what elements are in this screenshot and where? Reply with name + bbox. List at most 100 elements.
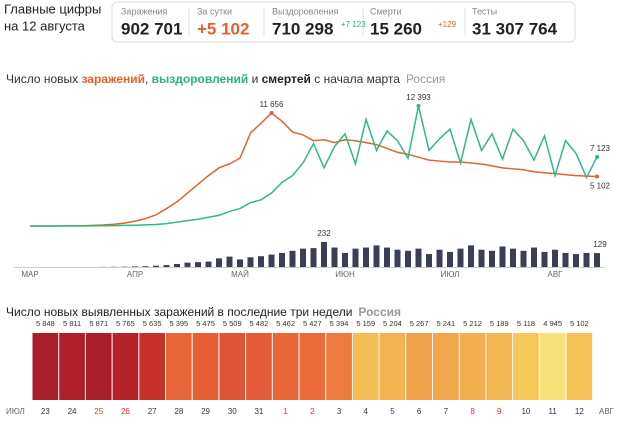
chart-title: Число новых выявленных заражений в после… bbox=[6, 305, 401, 319]
stat-value: 15 260 bbox=[370, 19, 422, 38]
value-label: 5 204 bbox=[383, 319, 402, 328]
cell bbox=[433, 333, 459, 400]
stat-label: Тесты bbox=[472, 6, 497, 16]
stat-value: 902 701 bbox=[121, 19, 182, 38]
value-label: 129 bbox=[593, 240, 607, 249]
death-bar bbox=[310, 248, 317, 267]
value-label: 5 159 bbox=[356, 319, 375, 328]
cell bbox=[379, 333, 406, 400]
cell bbox=[192, 333, 219, 400]
header-date: на 12 августа bbox=[4, 18, 86, 33]
death-bar bbox=[552, 249, 558, 267]
death-bar bbox=[394, 249, 401, 267]
death-bar bbox=[562, 252, 569, 267]
death-bar bbox=[373, 245, 380, 267]
death-bar bbox=[541, 251, 548, 267]
title-part: с начала марта bbox=[311, 72, 400, 86]
stat-value: +5 102 bbox=[197, 19, 249, 38]
stat-delta: +129 bbox=[438, 20, 457, 29]
series-line bbox=[29, 112, 598, 227]
death-bar bbox=[132, 266, 138, 267]
death-bar bbox=[216, 258, 222, 267]
value-label: 5 427 bbox=[303, 319, 322, 328]
value-label: 12 393 bbox=[406, 93, 431, 102]
title-part: и bbox=[248, 72, 261, 86]
title-part: Россия bbox=[358, 305, 401, 319]
title-part: Число новых выявленных заражений в после… bbox=[6, 305, 352, 319]
x-edge-label: АВГ bbox=[599, 407, 615, 416]
stat-value: 31 307 764 bbox=[472, 19, 558, 38]
cell bbox=[246, 333, 272, 400]
death-bar bbox=[499, 246, 506, 267]
cell bbox=[326, 333, 352, 400]
x-tick-label: АПР bbox=[127, 270, 143, 279]
death-bar bbox=[205, 261, 212, 267]
cell bbox=[566, 333, 593, 400]
x-tick-label: ИЮН bbox=[335, 270, 355, 279]
death-bar bbox=[447, 251, 453, 267]
death-bar bbox=[184, 262, 191, 267]
death-bar bbox=[594, 253, 600, 267]
death-bar bbox=[163, 265, 170, 267]
death-bar bbox=[520, 250, 527, 267]
cell bbox=[513, 333, 539, 400]
title-part: Число новых bbox=[6, 72, 81, 86]
x-tick-label: 5 bbox=[390, 407, 395, 416]
death-bar bbox=[195, 262, 201, 267]
x-tick-label: 24 bbox=[68, 407, 77, 416]
value-label: 5 848 bbox=[36, 319, 55, 328]
value-label: 5 241 bbox=[436, 319, 455, 328]
value-label: 5 102 bbox=[590, 182, 611, 191]
chart-title: Число новых заражений, выздоровлений и с… bbox=[6, 72, 445, 86]
value-label: 5 394 bbox=[330, 319, 349, 328]
x-tick-label: 30 bbox=[228, 407, 237, 416]
death-bar bbox=[415, 248, 422, 267]
death-bar bbox=[321, 241, 327, 267]
cell bbox=[139, 333, 165, 400]
death-bar bbox=[426, 254, 432, 267]
death-bar bbox=[247, 257, 254, 267]
x-tick-label: 25 bbox=[94, 407, 103, 416]
x-tick-label: 10 bbox=[521, 407, 530, 416]
death-bar bbox=[457, 248, 464, 267]
x-tick-label: 23 bbox=[41, 407, 50, 416]
death-bar bbox=[237, 259, 243, 267]
cell bbox=[352, 333, 379, 400]
death-bar bbox=[153, 265, 159, 267]
value-label: 5 811 bbox=[63, 319, 81, 328]
death-bar bbox=[226, 256, 233, 267]
death-bar bbox=[289, 250, 296, 267]
value-label: 5 635 bbox=[143, 319, 162, 328]
death-bar bbox=[436, 249, 443, 267]
death-bar bbox=[531, 247, 537, 267]
stat-value: 710 298 bbox=[272, 19, 333, 38]
death-bar bbox=[478, 249, 485, 267]
cell bbox=[406, 333, 432, 400]
value-label: 5 482 bbox=[250, 319, 269, 328]
value-label: 5 102 bbox=[570, 319, 589, 328]
death-bar bbox=[142, 266, 149, 267]
x-tick-label: 9 bbox=[497, 407, 502, 416]
value-label: 11 656 bbox=[260, 100, 284, 109]
cell bbox=[272, 333, 299, 400]
x-tick-label: 6 bbox=[417, 407, 422, 416]
header-title: Главные цифры bbox=[4, 1, 101, 16]
x-tick-label: 12 bbox=[575, 407, 584, 416]
death-bar bbox=[384, 247, 390, 267]
cell bbox=[59, 333, 85, 400]
death-bar bbox=[510, 248, 516, 267]
death-bar bbox=[174, 263, 180, 267]
stat-label: За сутки bbox=[197, 6, 232, 16]
value-label: 5 462 bbox=[276, 319, 295, 328]
death-bar bbox=[573, 254, 579, 267]
value-label: 5 765 bbox=[116, 319, 135, 328]
value-label: 5 475 bbox=[196, 319, 215, 328]
cell bbox=[166, 333, 192, 400]
value-label: 232 bbox=[317, 229, 331, 238]
x-tick-label: 1 bbox=[283, 407, 288, 416]
death-bar bbox=[268, 254, 275, 267]
cell bbox=[219, 333, 246, 400]
x-tick-label: 11 bbox=[548, 407, 557, 416]
death-bar bbox=[405, 250, 411, 267]
stat-label: Заражения bbox=[121, 6, 167, 16]
